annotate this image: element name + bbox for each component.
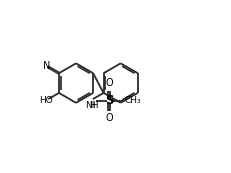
Text: CH₃: CH₃	[125, 96, 141, 105]
Text: O: O	[105, 113, 113, 123]
Text: S: S	[105, 94, 113, 107]
Text: NH: NH	[85, 101, 99, 110]
Text: H: H	[89, 101, 95, 110]
Text: HO: HO	[40, 96, 53, 105]
Text: O: O	[105, 79, 113, 88]
Text: N: N	[43, 61, 50, 71]
